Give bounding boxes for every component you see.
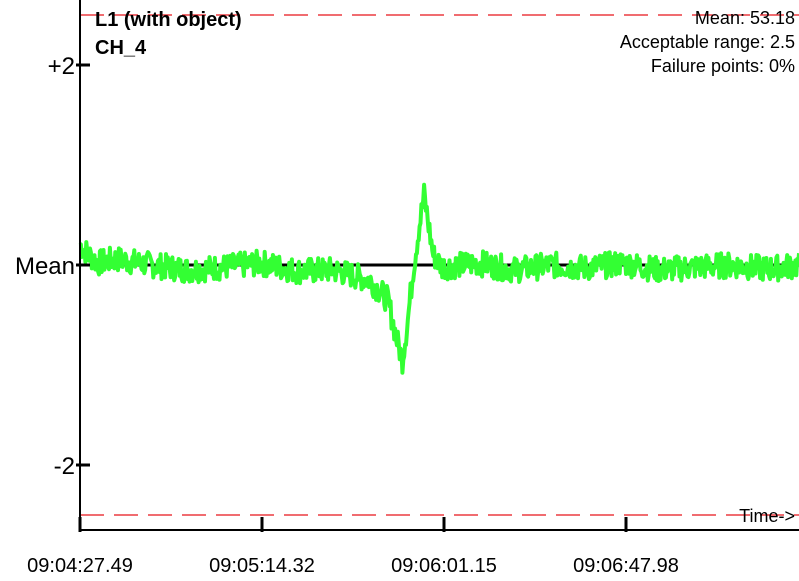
y-tick-label-0: +2 bbox=[48, 53, 75, 80]
x-axis-label: Time-> bbox=[739, 506, 795, 526]
stat-mean: Mean: 53.18 bbox=[695, 8, 795, 28]
x-tick-label-2: 09:06:01.15 bbox=[391, 555, 497, 577]
y-tick-label-2: -2 bbox=[54, 453, 75, 480]
x-tick-label-0: 09:04:27.49 bbox=[27, 555, 133, 577]
stat-range: Acceptable range: 2.5 bbox=[620, 32, 795, 52]
x-tick-label-3: 09:06:47.98 bbox=[573, 555, 679, 577]
series-line-0 bbox=[78, 182, 799, 375]
chart-subtitle: CH_4 bbox=[95, 37, 147, 59]
x-tick-label-1: 09:05:14.32 bbox=[209, 555, 315, 577]
chart-title: L1 (with object) bbox=[95, 9, 242, 31]
y-tick-label-1: Mean bbox=[15, 253, 75, 280]
stat-failure: Failure points: 0% bbox=[651, 56, 795, 76]
